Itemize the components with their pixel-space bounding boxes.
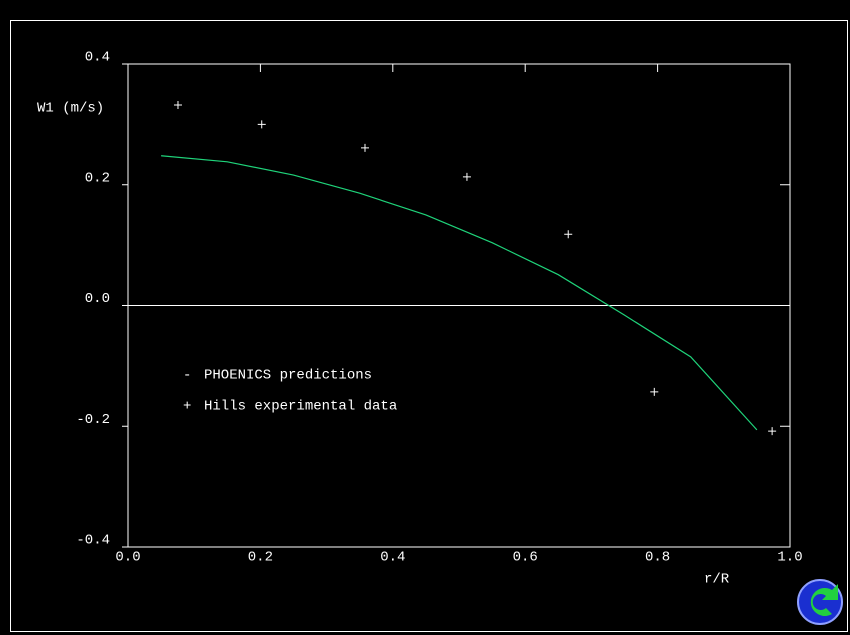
logo [797, 579, 843, 625]
y-tick-label: 0.0 [85, 291, 110, 307]
data-point [650, 387, 659, 396]
x-axis-label: r/R [704, 572, 730, 588]
x-tick-label: 1.0 [777, 550, 802, 566]
x-tick-label: 0.6 [513, 550, 538, 566]
logo-arrow [810, 584, 838, 616]
data-point [462, 172, 471, 181]
data-point [173, 101, 182, 110]
data-point [257, 120, 266, 129]
legend-marker: - [183, 368, 191, 384]
x-tick-label: 0.2 [248, 550, 273, 566]
x-tick-label: 0.8 [645, 550, 670, 566]
data-point [768, 427, 777, 436]
y-tick-label: 0.2 [85, 170, 110, 186]
prediction-line [161, 155, 758, 431]
y-tick-label: -0.4 [76, 533, 110, 549]
x-tick-label: 0.4 [380, 550, 405, 566]
legend-label: PHOENICS predictions [204, 368, 372, 384]
y-tick-label: -0.2 [76, 412, 110, 428]
y-tick-label: 0.4 [85, 50, 110, 66]
y-axis-label: W1 (m/s) [37, 101, 104, 117]
data-point [564, 230, 573, 239]
data-point [360, 143, 369, 152]
x-tick-label: 0.0 [115, 550, 140, 566]
legend-marker: + [183, 399, 191, 415]
legend-label: Hills experimental data [204, 399, 397, 415]
frame [10, 20, 848, 632]
